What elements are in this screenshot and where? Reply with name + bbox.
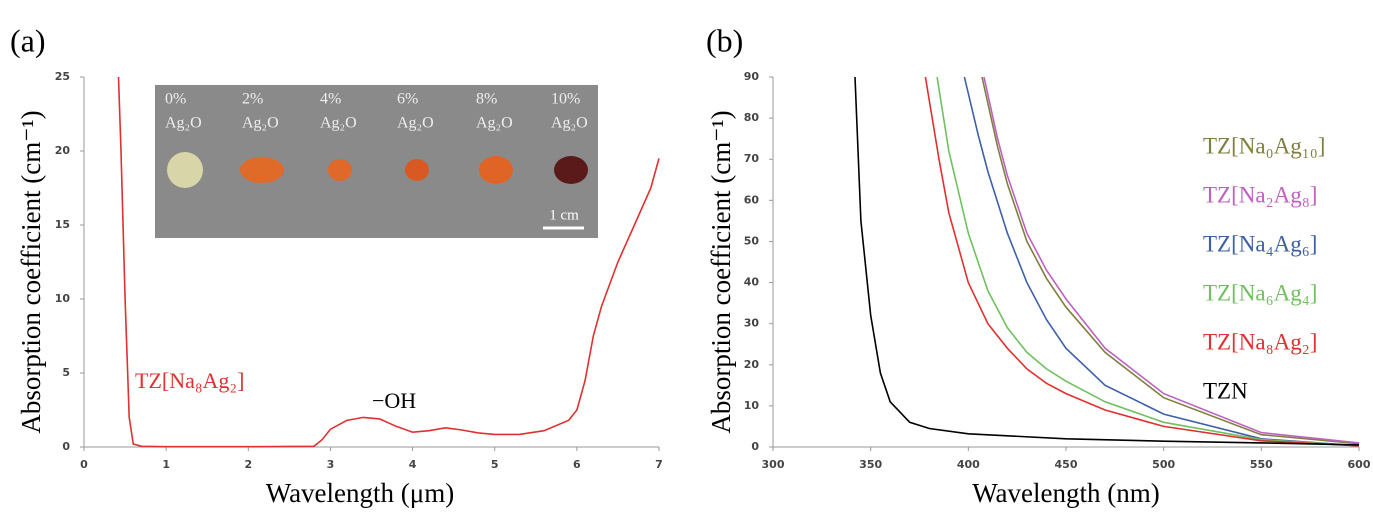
y-tick-label: 0 bbox=[62, 440, 70, 453]
legend-entry: TZN bbox=[1203, 378, 1248, 403]
y-tick-label: 15 bbox=[55, 218, 70, 231]
glass-sample bbox=[554, 156, 588, 184]
x-tick-label: 7 bbox=[655, 458, 663, 471]
inset-percent: 2% bbox=[242, 91, 263, 108]
inset-compound: Ag₂O bbox=[476, 115, 513, 132]
x-axis-label: Wavelength (nm) bbox=[972, 478, 1160, 508]
x-tick-label: 0 bbox=[80, 458, 88, 471]
inset-percent: 8% bbox=[476, 91, 497, 108]
y-axis-label: Absorption coefficient (cm⁻¹) bbox=[706, 110, 736, 433]
data-line bbox=[981, 76, 1360, 445]
x-tick-label: 300 bbox=[762, 458, 785, 471]
glass-sample bbox=[328, 159, 352, 181]
y-tick-label: 40 bbox=[744, 276, 760, 289]
x-tick-label: 2 bbox=[244, 458, 252, 471]
x-tick-label: 550 bbox=[1250, 458, 1273, 471]
y-axis-label: Absorption coefficient (cm⁻¹) bbox=[16, 110, 46, 433]
legend-entry: TZ[Na₀Ag₁₀] bbox=[1203, 133, 1325, 158]
inset-percent: 0% bbox=[165, 91, 186, 108]
y-tick-label: 20 bbox=[744, 358, 760, 371]
inset-compound: Ag₂O bbox=[551, 115, 588, 132]
data-line bbox=[854, 76, 1360, 446]
x-tick-label: 3 bbox=[327, 458, 335, 471]
x-tick-label: 400 bbox=[957, 458, 980, 471]
inset-compound: Ag₂O bbox=[165, 115, 202, 132]
x-tick-label: 6 bbox=[573, 458, 581, 471]
panel-label: (b) bbox=[706, 22, 743, 58]
x-axis-label: Wavelength (μm) bbox=[266, 478, 455, 508]
inset-compound: Ag₂O bbox=[397, 115, 434, 132]
inset-percent: 6% bbox=[397, 91, 418, 108]
data-line bbox=[117, 76, 660, 448]
data-line bbox=[963, 76, 1360, 447]
legend-entry: TZ[Na₆Ag₄] bbox=[1203, 280, 1317, 305]
x-tick-label: 450 bbox=[1055, 458, 1078, 471]
glass-sample bbox=[479, 156, 513, 184]
y-tick-label: 10 bbox=[55, 292, 71, 305]
glass-sample bbox=[167, 152, 203, 188]
x-tick-label: 4 bbox=[409, 458, 417, 471]
data-line bbox=[924, 76, 1360, 447]
panel-label: (a) bbox=[10, 22, 46, 58]
x-tick-label: 1 bbox=[162, 458, 170, 471]
glass-sample bbox=[240, 157, 284, 183]
legend-entry: TZ[Na₈Ag₂] bbox=[1203, 329, 1317, 354]
inset-compound: Ag₂O bbox=[320, 115, 357, 132]
y-tick-label: 30 bbox=[744, 317, 760, 330]
y-tick-label: 70 bbox=[744, 152, 760, 165]
x-tick-label: 600 bbox=[1348, 458, 1371, 471]
inset-percent: 10% bbox=[551, 91, 580, 108]
legend-entry: TZ[Na₄Ag₆] bbox=[1203, 231, 1317, 256]
y-tick-label: 10 bbox=[744, 399, 760, 412]
y-tick-label: 80 bbox=[744, 111, 760, 124]
y-tick-label: 60 bbox=[744, 193, 760, 206]
y-tick-label: 90 bbox=[744, 70, 760, 83]
y-tick-label: 25 bbox=[55, 70, 70, 83]
data-line bbox=[983, 76, 1360, 444]
inset-photo: 0% Ag₂O 2% Ag₂O 4% Ag₂O 6% Ag₂O 8% Ag₂O 10% Ag₂O 1 c… bbox=[155, 85, 598, 238]
y-tick-label: 20 bbox=[55, 144, 71, 157]
glass-sample bbox=[405, 159, 429, 181]
inset-percent: 4% bbox=[320, 91, 341, 108]
y-tick-label: 5 bbox=[62, 366, 70, 379]
y-tick-label: 0 bbox=[751, 440, 759, 453]
annotation: −OH bbox=[372, 388, 416, 413]
data-line bbox=[936, 76, 1360, 447]
inset-scale-label: 1 cm bbox=[549, 207, 579, 223]
annotation: TZ[Na₈Ag₂] bbox=[135, 368, 244, 393]
x-tick-label: 500 bbox=[1152, 458, 1175, 471]
x-tick-label: 5 bbox=[491, 458, 499, 471]
x-tick-label: 350 bbox=[859, 458, 882, 471]
inset-compound: Ag₂O bbox=[242, 115, 279, 132]
inset-background bbox=[155, 85, 598, 238]
y-tick-label: 50 bbox=[744, 234, 760, 247]
legend-entry: TZ[Na₂Ag₈] bbox=[1203, 182, 1317, 207]
